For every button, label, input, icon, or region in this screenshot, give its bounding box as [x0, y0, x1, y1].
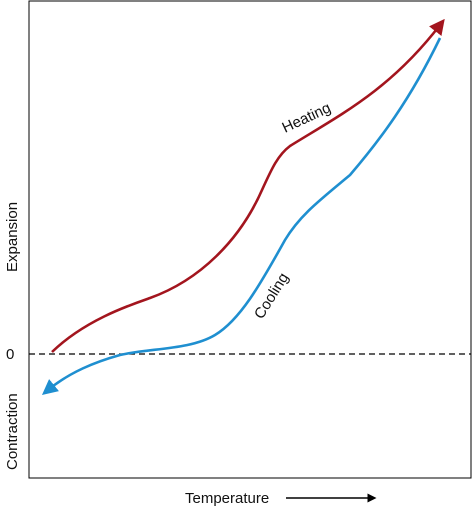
zero-label: 0 [6, 346, 14, 363]
cooling-label: Cooling [251, 270, 292, 322]
temperature-label: Temperature [185, 490, 269, 507]
cooling-curve [41, 37, 442, 395]
plot-frame [28, 0, 472, 479]
heating-label: Heating [280, 99, 334, 136]
contraction-label: Contraction [4, 393, 21, 470]
heating-curve [51, 18, 445, 353]
expansion-label: Expansion [4, 202, 21, 272]
